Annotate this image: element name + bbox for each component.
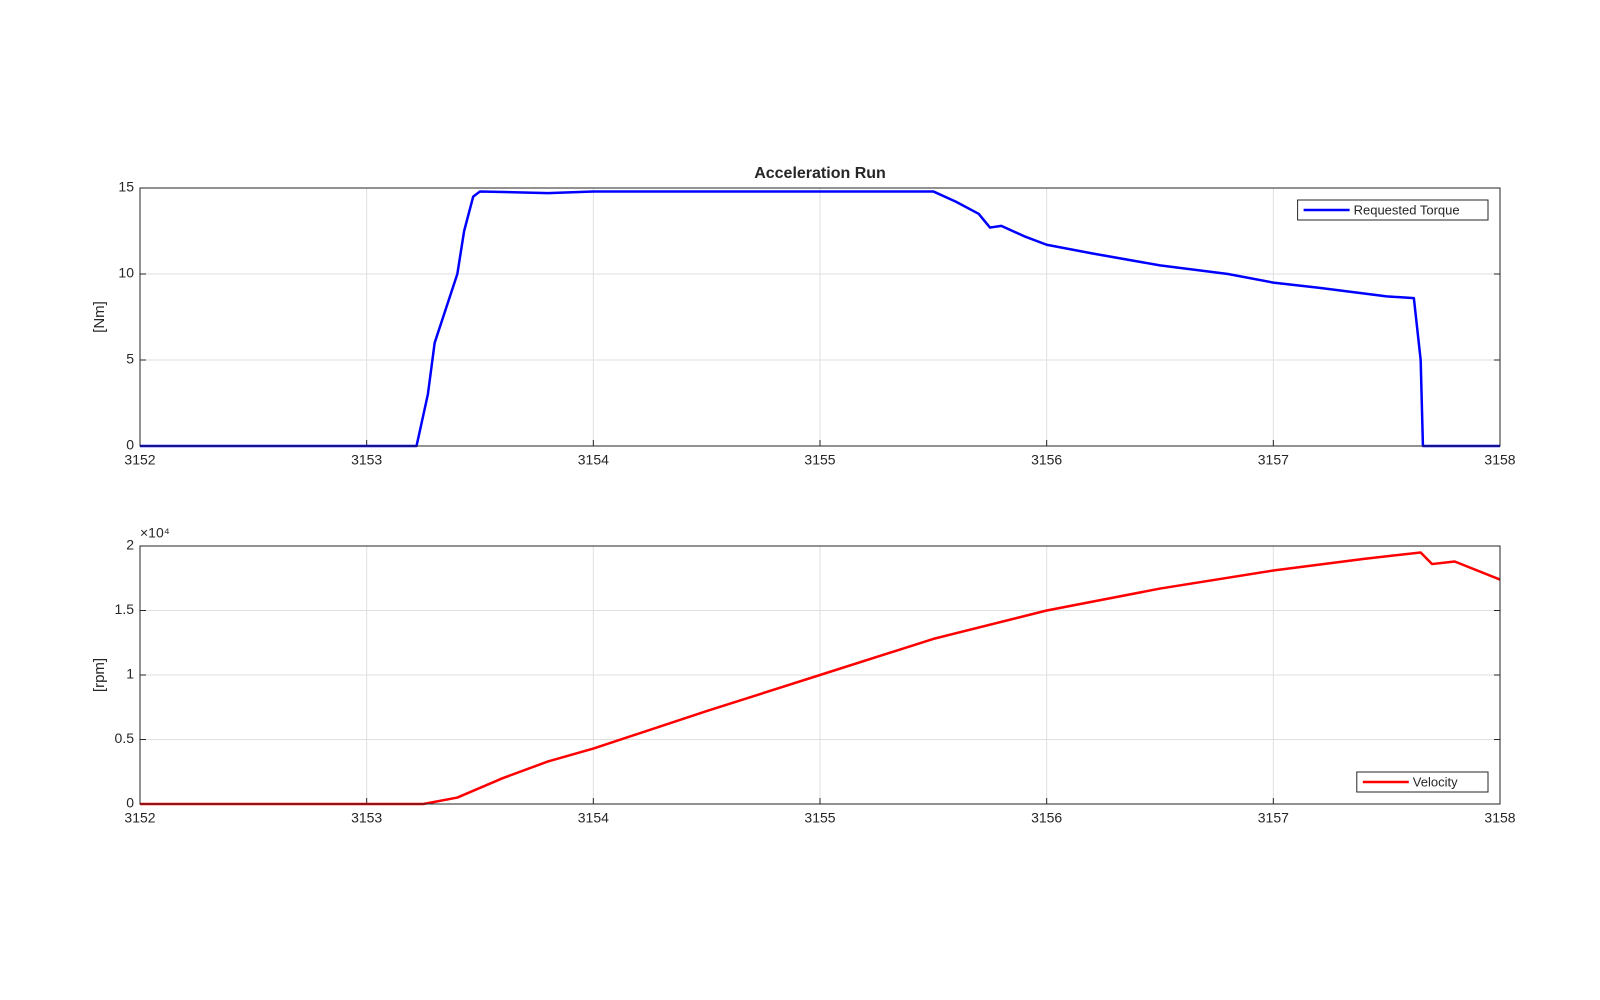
- axes-box: [139, 187, 1501, 447]
- x-tick-label: 3154: [578, 810, 609, 826]
- x-tick-label: 3158: [1484, 810, 1515, 826]
- x-tick-label: 3152: [124, 810, 155, 826]
- chart-title: Acceleration Run: [754, 165, 886, 182]
- x-tick-label: 3155: [804, 452, 835, 468]
- x-tick-label: 3154: [578, 452, 609, 468]
- x-tick-label: 3153: [351, 810, 382, 826]
- x-tick-label: 3155: [804, 810, 835, 826]
- legend-label: Requested Torque: [1354, 202, 1460, 217]
- y-tick-label: 0: [126, 437, 134, 453]
- x-tick-label: 3152: [124, 452, 155, 468]
- x-tick-label: 3156: [1031, 810, 1062, 826]
- y-tick-label: 0.5: [115, 730, 135, 746]
- y-axis-label: [Nm]: [91, 301, 108, 333]
- x-tick-label: 3157: [1258, 452, 1289, 468]
- y-tick-label: 5: [126, 351, 134, 367]
- y-tick-label: 1: [126, 666, 134, 682]
- x-tick-label: 3156: [1031, 452, 1062, 468]
- axes-box: [139, 545, 1501, 805]
- y-tick-label: 15: [118, 179, 134, 195]
- legend-box: [1356, 771, 1489, 793]
- y-tick-label: 0: [126, 795, 134, 811]
- series-line: [140, 551, 1501, 806]
- legend-label: Velocity: [1413, 774, 1458, 789]
- y-tick-label: 1.5: [115, 601, 135, 617]
- x-tick-label: 3157: [1258, 810, 1289, 826]
- y-axis-label: [rpm]: [91, 658, 108, 692]
- x-tick-label: 3158: [1484, 452, 1515, 468]
- legend-box: [1297, 199, 1489, 221]
- y-tick-label: 2: [126, 537, 134, 553]
- y-tick-label: 10: [118, 265, 134, 281]
- series-line: [140, 190, 1500, 448]
- y-multiplier: ×10⁴: [140, 525, 170, 541]
- x-tick-label: 3153: [351, 452, 382, 468]
